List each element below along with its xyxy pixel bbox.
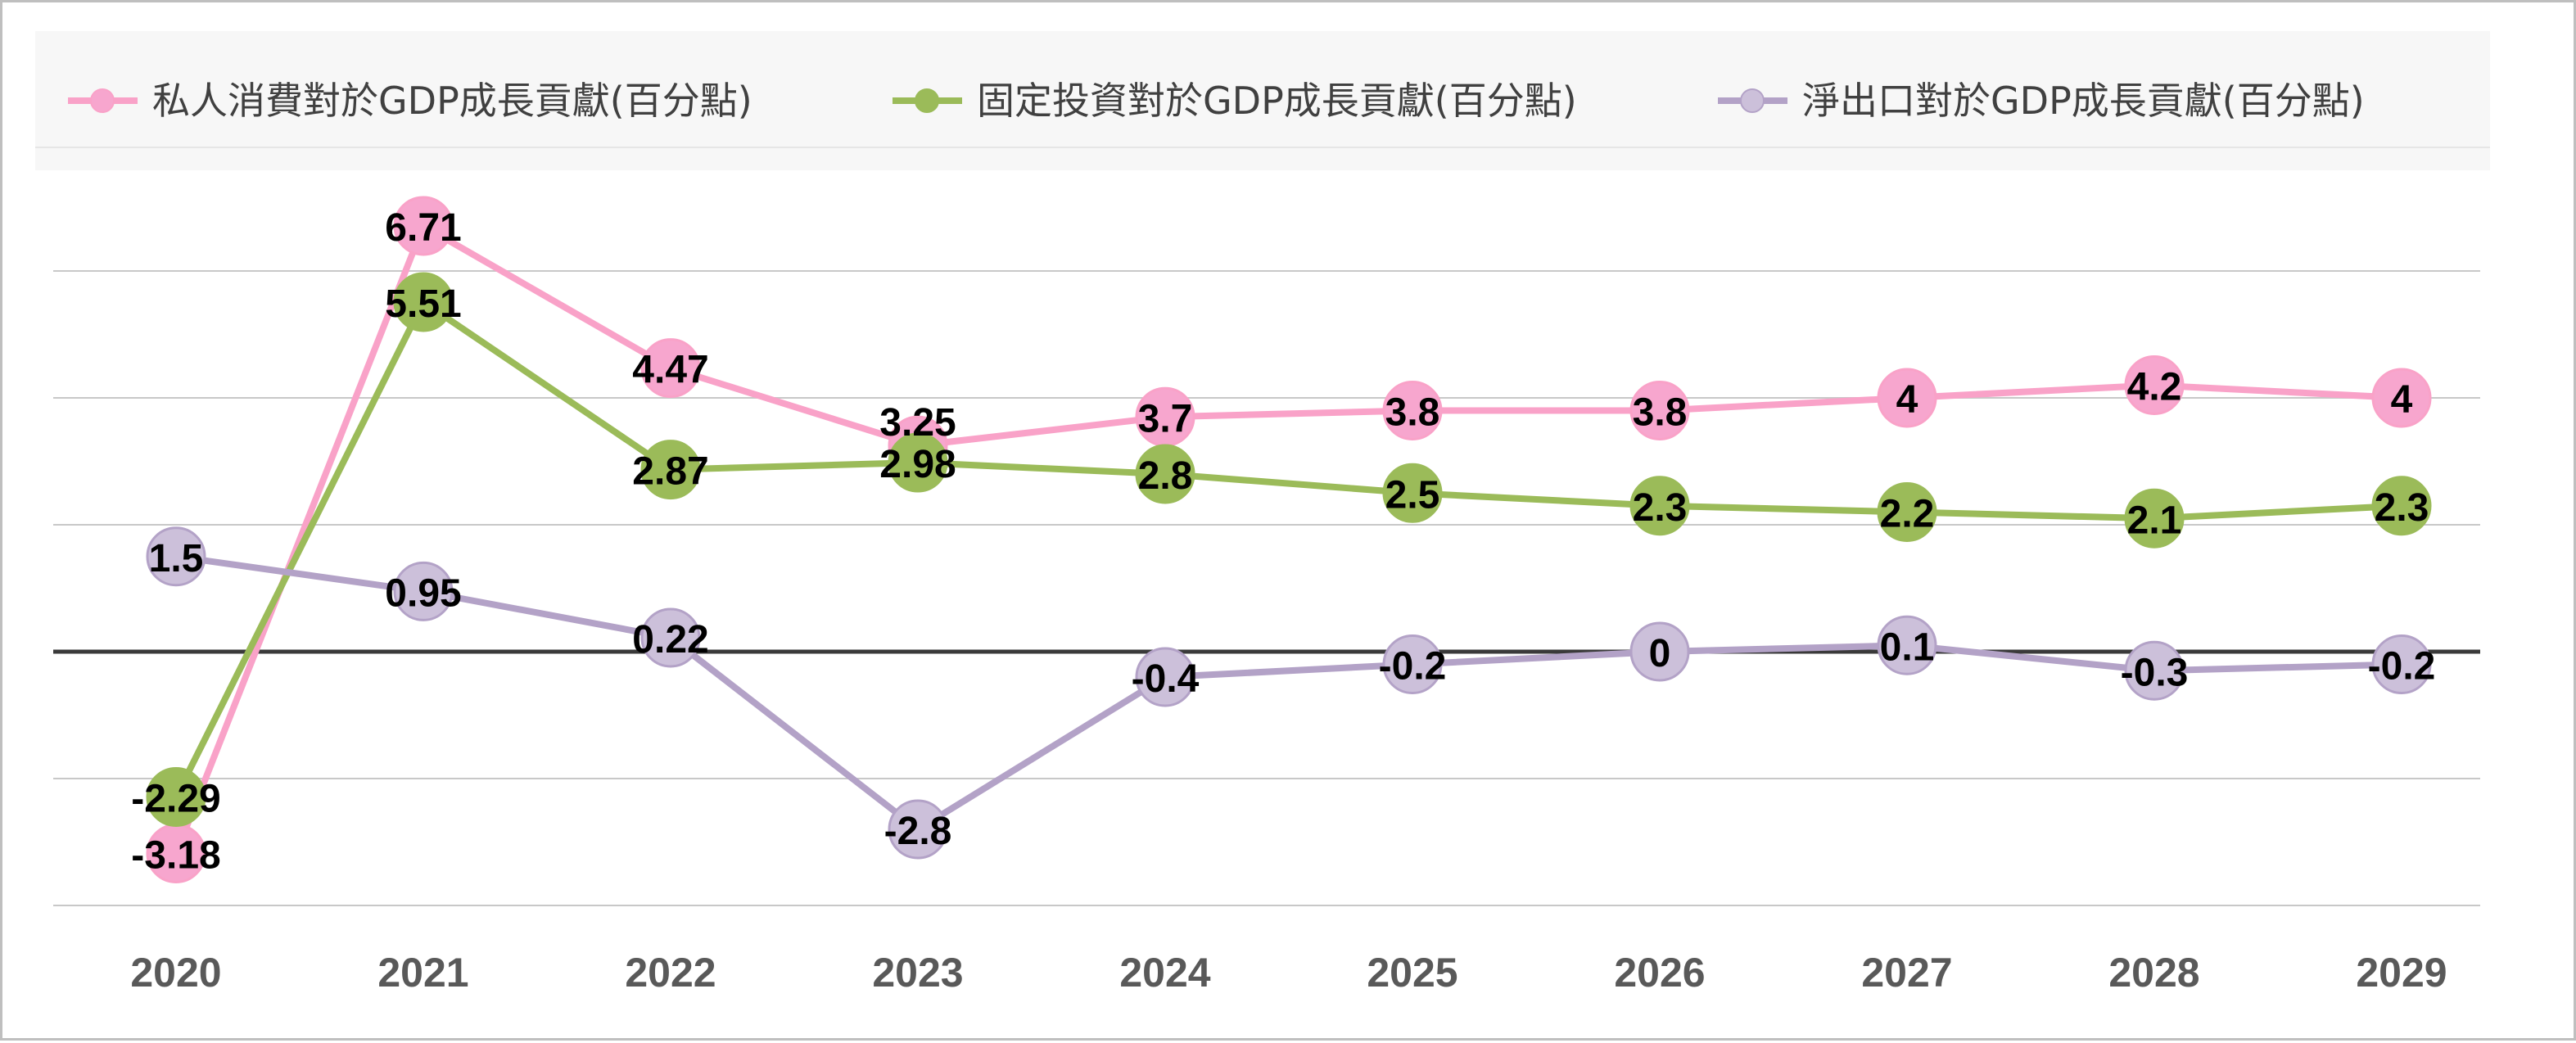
data-label: 0.1 — [1880, 625, 1935, 669]
data-label: 3.8 — [1385, 391, 1440, 435]
data-label: 4.2 — [2127, 366, 2182, 409]
data-point — [1382, 381, 1443, 440]
data-label: -0.3 — [2121, 651, 2189, 694]
data-point — [393, 196, 454, 256]
data-label: 3.8 — [1633, 391, 1688, 435]
legend-item: 固定投資對於GDP成長貢獻(百分點) — [893, 79, 1577, 123]
data-point — [393, 561, 454, 621]
data-label: -0.2 — [1379, 645, 1447, 689]
data-label: 4 — [1896, 378, 1918, 422]
data-point — [640, 607, 701, 668]
data-label: 5.51 — [385, 282, 461, 326]
data-label: 2.87 — [632, 450, 708, 494]
data-label: -0.4 — [1132, 657, 1200, 701]
x-tick-label: 2027 — [1861, 950, 1952, 996]
data-label: 0 — [1649, 632, 1671, 675]
legend-label: 淨出口對於GDP成長貢獻(百分點) — [1802, 79, 2365, 123]
legend-marker — [90, 88, 115, 113]
legend-item: 淨出口對於GDP成長貢獻(百分點) — [1718, 79, 2365, 123]
series-group — [146, 272, 2432, 827]
data-point — [1382, 634, 1443, 694]
data-label: 2.8 — [1138, 454, 1193, 498]
data-point — [1629, 381, 1690, 440]
legend-label: 固定投資對於GDP成長貢獻(百分點) — [977, 79, 1577, 123]
data-point — [2124, 640, 2185, 701]
x-axis: 2020 2021 2022 2023 2024 2025 2026 2027 2028 2029 — [130, 950, 2447, 996]
data-label: 2.3 — [1633, 486, 1688, 530]
data-point — [1877, 615, 1937, 675]
x-tick-label: 2020 — [130, 950, 221, 996]
data-label: -3.18 — [131, 833, 220, 877]
x-tick-label: 2028 — [2108, 950, 2199, 996]
legend-marker — [915, 88, 939, 113]
data-label: 3.25 — [879, 401, 956, 445]
data-label: 4 — [2391, 378, 2413, 422]
data-point — [146, 526, 206, 587]
data-label: 1.5 — [149, 537, 204, 580]
data-point — [1135, 647, 1195, 707]
data-label: 3.7 — [1138, 397, 1193, 440]
data-point — [1629, 476, 1690, 536]
x-tick-label: 2025 — [1367, 950, 1457, 996]
gridlines — [53, 270, 2480, 906]
data-label: 2.2 — [1880, 493, 1935, 536]
data-label: 2.5 — [1385, 473, 1440, 517]
legend: 私人消費對於GDP成長貢獻(百分點) 固定投資對於GDP成長貢獻(百分點) 淨出口對… — [68, 79, 2365, 123]
data-point — [1877, 368, 1937, 428]
data-point — [2371, 368, 2432, 428]
data-point — [888, 432, 948, 493]
data-point — [2124, 355, 2185, 415]
data-point — [2371, 634, 2432, 694]
data-label: 2.1 — [2127, 499, 2182, 542]
data-point — [640, 338, 701, 399]
x-tick-label: 2023 — [872, 950, 963, 996]
data-label: 4.47 — [632, 349, 708, 392]
data-label: 2.3 — [2375, 486, 2429, 530]
data-label: -2.8 — [884, 810, 952, 853]
x-tick-label: 2024 — [1119, 950, 1210, 996]
series-line — [173, 222, 2402, 855]
x-tick-label: 2029 — [2356, 950, 2447, 996]
series-line — [173, 298, 2402, 799]
data-point — [888, 799, 948, 860]
data-point — [1382, 463, 1443, 523]
x-tick-label: 2026 — [1614, 950, 1705, 996]
series-line — [175, 553, 2402, 833]
data-point — [1877, 482, 1937, 542]
series-layer: -3.18 6.71 4.47 3.25 3.7 3.8 3.8 4 4.2 4 -2.29 5.51… — [131, 196, 2436, 883]
data-point — [2124, 488, 2185, 549]
x-tick-label: 2022 — [625, 950, 716, 996]
data-point — [146, 766, 206, 827]
data-point — [2371, 476, 2432, 536]
data-label: 0.22 — [632, 618, 708, 661]
legend-marker — [1740, 88, 1765, 113]
data-point — [1135, 444, 1195, 504]
series-group — [146, 526, 2432, 860]
data-point — [393, 272, 454, 332]
data-label: 6.71 — [385, 206, 461, 250]
legend-label: 私人消費對於GDP成長貢獻(百分點) — [152, 79, 752, 123]
data-label: 2.98 — [879, 443, 956, 486]
data-point — [1629, 621, 1690, 682]
data-label: 0.95 — [385, 571, 461, 615]
data-label: -2.29 — [131, 777, 220, 820]
x-tick-label: 2021 — [377, 950, 468, 996]
data-point — [640, 440, 701, 500]
data-label: -0.2 — [2368, 645, 2436, 689]
legend-item: 私人消費對於GDP成長貢獻(百分點) — [68, 79, 752, 123]
